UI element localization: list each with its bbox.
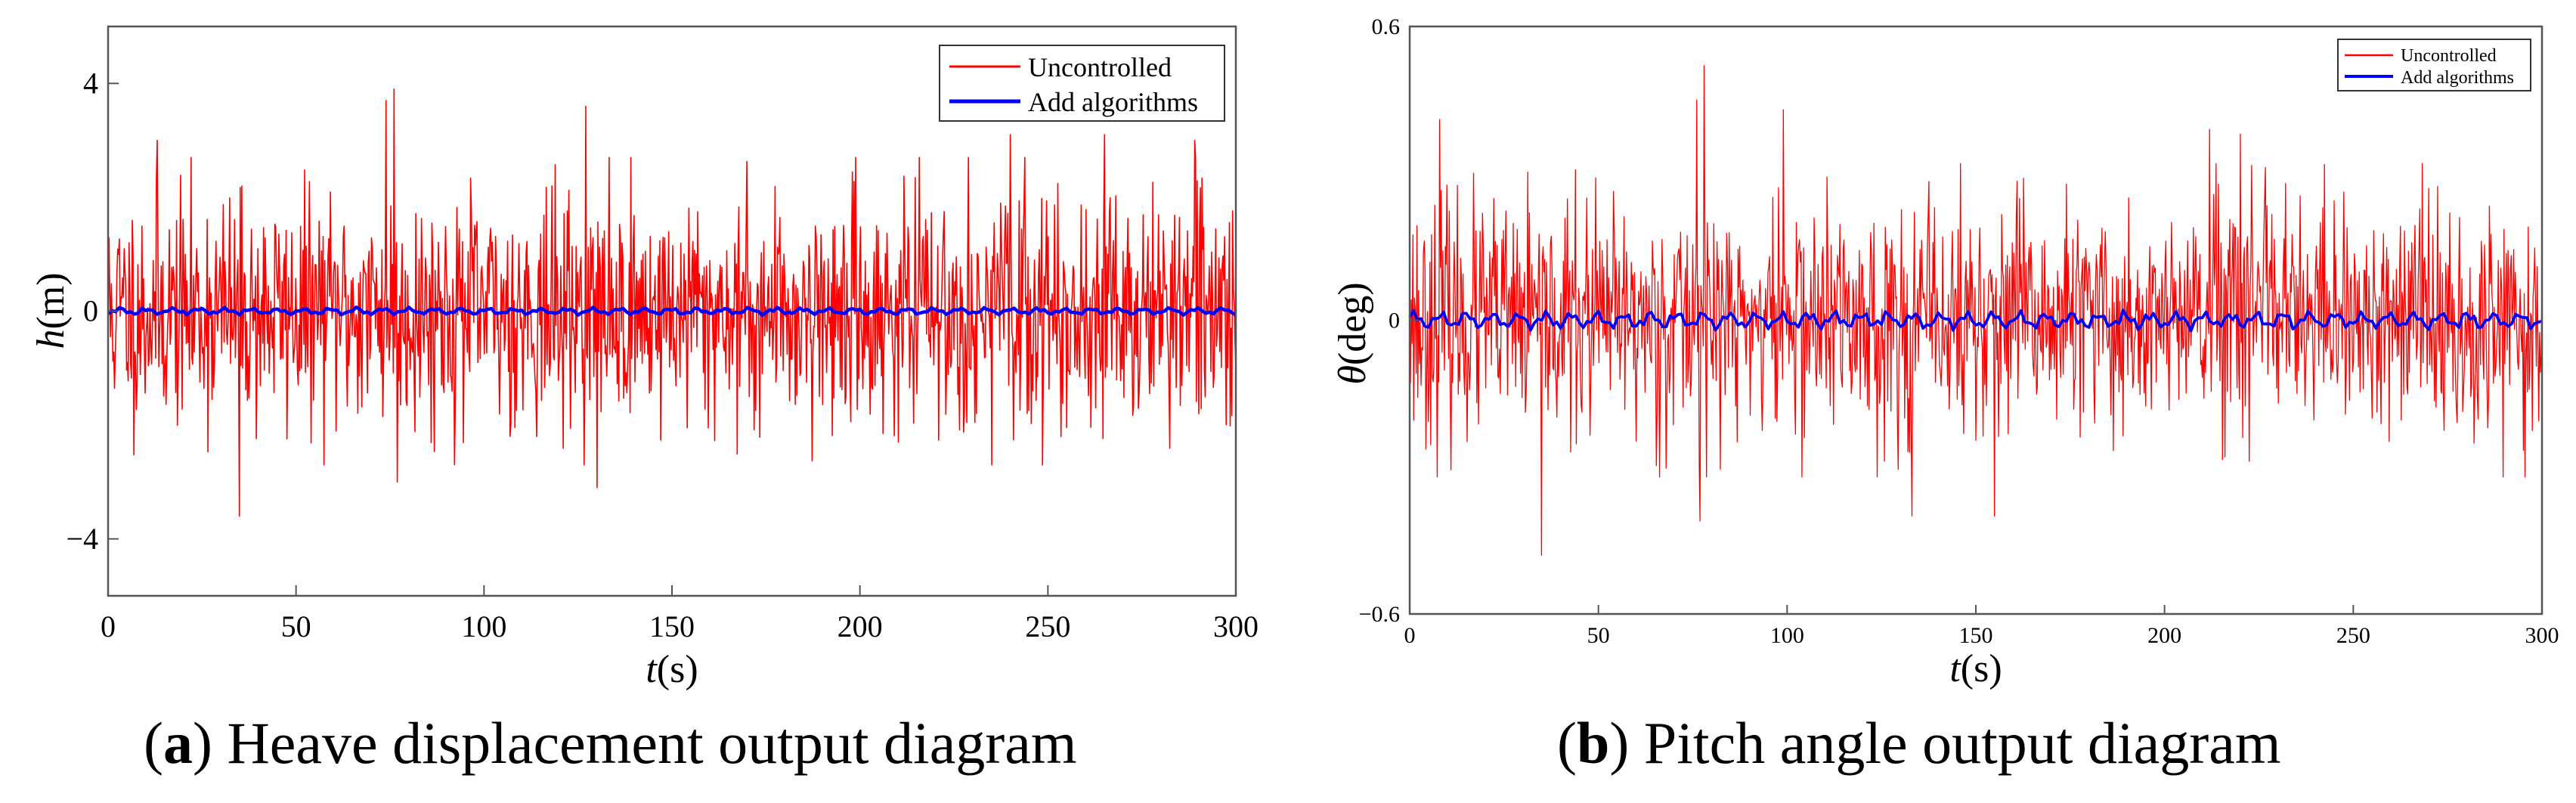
caption-a: (a) Heave displacement output diagram bbox=[144, 710, 1077, 776]
series-line-uncontrolled bbox=[1409, 65, 2543, 556]
panel-label-a: a bbox=[163, 710, 193, 776]
x-axis-label: t(s) bbox=[646, 648, 698, 691]
x-tick-label: 150 bbox=[1959, 623, 1993, 648]
legend-label-add-algorithms: Add algorithms bbox=[2401, 68, 2514, 88]
x-tick-label: 300 bbox=[2525, 623, 2559, 648]
legend: Uncontrolled Add algorithms bbox=[2337, 39, 2531, 91]
series-layer bbox=[107, 88, 1237, 517]
legend-label-uncontrolled: Uncontrolled bbox=[1028, 52, 1172, 82]
x-tick-label: 300 bbox=[1213, 609, 1259, 643]
y-tick-label: 0 bbox=[1389, 308, 1400, 333]
series-layer bbox=[1408, 65, 2543, 556]
x-tick-label: 0 bbox=[101, 609, 116, 643]
tick-layer: 0 50 100 150 200 250 300−0.600.6 bbox=[1359, 14, 2559, 648]
x-tick-label: 100 bbox=[461, 609, 506, 643]
caption-text-b: Pitch angle output diagram bbox=[1643, 710, 2281, 776]
tick-layer: 0 50 100 150 200 250 300 −4 0 4 bbox=[66, 67, 1259, 644]
x-tick-label: 50 bbox=[1587, 623, 1610, 648]
x-tick-label: 150 bbox=[649, 609, 695, 643]
y-axis-label: θ(deg) bbox=[1331, 282, 1374, 384]
x-tick-label: 250 bbox=[1025, 609, 1070, 643]
y-tick-label: 0 bbox=[83, 294, 98, 328]
series-line-add-algorithms bbox=[1408, 308, 2543, 333]
legend-label-add-algorithms: Add algorithms bbox=[1028, 87, 1198, 117]
series-line-uncontrolled bbox=[107, 88, 1237, 517]
legend-label-uncontrolled: Uncontrolled bbox=[2401, 46, 2497, 66]
legend-box bbox=[2337, 39, 2531, 91]
heave-chart: 0 50 100 150 200 250 300 −4 0 4 h(m) t(s) Uncontr… bbox=[29, 25, 1259, 691]
x-tick-label: 50 bbox=[281, 609, 311, 643]
x-axis-label: t(s) bbox=[1949, 647, 2002, 690]
y-tick-label: −0.6 bbox=[1359, 602, 1400, 627]
panel-label-b: b bbox=[1576, 710, 1610, 776]
x-tick-label: 0 bbox=[1404, 623, 1416, 648]
pitch-chart: 0 50 100 150 200 250 300−0.600.6 θ(deg) t(s) U… bbox=[1331, 14, 2559, 690]
x-tick-label: 100 bbox=[1770, 623, 1804, 648]
x-tick-label: 250 bbox=[2336, 623, 2370, 648]
y-tick-label: 0.6 bbox=[1372, 14, 1401, 39]
y-axis-label: h(m) bbox=[29, 272, 73, 349]
caption-b: (b) Pitch angle output diagram bbox=[1557, 710, 2281, 776]
caption-text-a: Heave displacement output diagram bbox=[227, 710, 1077, 776]
series-line-add-algorithms bbox=[107, 305, 1237, 318]
legend: Uncontrolled Add algorithms bbox=[939, 45, 1225, 122]
y-tick-label: 4 bbox=[83, 67, 98, 101]
y-tick-label: −4 bbox=[66, 522, 98, 556]
legend-box bbox=[939, 45, 1225, 122]
x-tick-label: 200 bbox=[838, 609, 883, 643]
x-tick-label: 200 bbox=[2147, 623, 2181, 648]
